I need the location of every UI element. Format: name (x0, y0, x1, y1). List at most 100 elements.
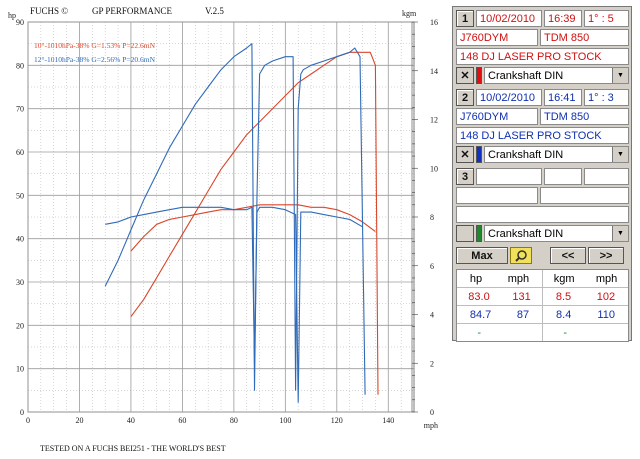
table-row: 84.7 87 8.4 110 (457, 306, 628, 324)
y-tick-label-left: 0 (20, 408, 24, 417)
y-tick-label-right: 14 (430, 67, 438, 76)
y-axis-label-left: hp (8, 11, 16, 20)
y-tick-label-right: 4 (430, 311, 434, 320)
run1-correction-select[interactable]: Crankshaft DIN ▼ (484, 67, 629, 84)
y-axis-label-right: kgm (402, 9, 417, 18)
next-button[interactable]: >> (588, 247, 624, 264)
y-tick-label-left: 10 (16, 365, 24, 374)
control-row: Max << >> (456, 247, 629, 264)
results-table: hp mph kgm mph 83.0 131 8.5 102 84.7 87 (456, 269, 629, 342)
legend-entry: 12°-1010hPa-38% G=2.56% P=20.6mN (34, 55, 156, 64)
run2-label: 148 DJ LASER PRO STOCK (456, 127, 629, 144)
run3-label-row (456, 206, 629, 223)
run3-correction-row: Crankshaft DIN ▼ (456, 225, 629, 242)
y-tick-label-left: 40 (16, 235, 24, 244)
y-tick-label-left: 50 (16, 191, 24, 200)
x-tick-label: 120 (331, 416, 343, 425)
x-tick-label: 0 (26, 416, 30, 425)
x-tick-label: 100 (279, 416, 291, 425)
run2-correction-select[interactable]: Crankshaft DIN ▼ (484, 146, 629, 163)
x-tick-label: 20 (75, 416, 83, 425)
run1-advance: 1° : 5 (584, 10, 629, 27)
chevron-down-icon[interactable]: ▼ (612, 68, 628, 83)
run2-close-button[interactable]: ✕ (456, 146, 474, 163)
max-torque-speed: 110 (597, 308, 615, 321)
y-tick-label-left: 20 (16, 321, 24, 330)
max-power-speed: 131 (512, 290, 531, 303)
max-button[interactable]: Max (456, 247, 508, 264)
previous-button[interactable]: << (550, 247, 586, 264)
table-cell: 8.4 110 (543, 306, 628, 323)
table-row: 83.0 131 8.5 102 (457, 288, 628, 306)
series-line-run2-power (104, 43, 366, 395)
run2-color-swatch[interactable] (476, 146, 482, 163)
power-header-cell: hp mph (457, 270, 543, 287)
run3-model (540, 187, 629, 204)
max-power-speed: 87 (516, 308, 530, 321)
max-torque-speed: 102 (596, 290, 616, 303)
table-cell: - (543, 324, 628, 341)
x-tick-label: 40 (127, 416, 135, 425)
run1-time: 16:39 (544, 10, 582, 27)
max-torque-value: 8.4 (556, 308, 572, 321)
run1-vehicle: J760DYM TDM 850 (456, 29, 629, 46)
zoom-button[interactable] (510, 247, 532, 264)
max-torque-value: - (563, 326, 567, 339)
y-tick-label-right: 6 (430, 262, 434, 271)
x-axis-label: mph (424, 421, 438, 430)
run2-select-button[interactable]: 2 (456, 89, 474, 106)
footer-text: TESTED ON A FUCHS BEI251 - THE WORLD'S B… (40, 444, 226, 453)
x-tick-label: 60 (178, 416, 186, 425)
run1-correction-row: ✕ Crankshaft DIN ▼ (456, 67, 629, 84)
run1-close-button[interactable]: ✕ (456, 67, 474, 84)
table-cell: 8.5 102 (543, 288, 628, 305)
table-header: hp mph kgm mph (457, 270, 628, 288)
run1-select-button[interactable]: 1 (456, 10, 474, 27)
column-header: hp (469, 272, 483, 285)
run2-header: 2 10/02/2010 16:41 1° : 3 (456, 89, 629, 106)
run1-color-swatch[interactable] (476, 67, 482, 84)
run3-correction-select[interactable]: Crankshaft DIN ▼ (484, 225, 629, 242)
run2-correction-value: Crankshaft DIN (488, 148, 564, 161)
run2-date: 10/02/2010 (476, 89, 542, 106)
report-title: GP PERFORMANCE (92, 6, 172, 16)
run1-header: 1 10/02/2010 16:39 1° : 5 (456, 10, 629, 27)
y-tick-label-right: 16 (430, 18, 438, 27)
y-tick-label-left: 70 (16, 105, 24, 114)
version-label: V.2.5 (205, 6, 224, 16)
series-group (104, 43, 379, 403)
table-cell: 84.7 87 (457, 306, 543, 323)
chevron-down-icon[interactable]: ▼ (612, 226, 628, 241)
run3-select-button[interactable]: 3 (456, 168, 474, 185)
run3-vehicle (456, 187, 629, 204)
run2-advance: 1° : 3 (584, 89, 629, 106)
run1-date: 10/02/2010 (476, 10, 542, 27)
table-cell: - (457, 324, 543, 341)
y-tick-label-left: 60 (16, 148, 24, 157)
table-cell: 83.0 131 (457, 288, 543, 305)
magnifier-icon (515, 249, 527, 262)
run3-color-swatch[interactable] (476, 225, 482, 242)
max-torque-value: 8.5 (555, 290, 572, 303)
table-row: - - (457, 324, 628, 341)
run3-close-button[interactable] (456, 225, 474, 242)
run3-plate (456, 187, 538, 204)
torque-header-cell: kgm mph (543, 270, 628, 287)
chevron-down-icon[interactable]: ▼ (612, 147, 628, 162)
run3-advance (584, 168, 629, 185)
run3-date (476, 168, 542, 185)
y-tick-label-right: 0 (430, 408, 434, 417)
run3-time (544, 168, 582, 185)
run1-label-row: 148 DJ LASER PRO STOCK (456, 48, 629, 65)
y-tick-label-left: 80 (16, 61, 24, 70)
column-header: kgm (553, 272, 575, 285)
y-tick-label-right: 10 (430, 164, 438, 173)
run2-plate: J760DYM (456, 108, 538, 125)
run-panel: 1 10/02/2010 16:39 1° : 5 J760DYM TDM 85… (452, 6, 632, 342)
run2-vehicle: J760DYM TDM 850 (456, 108, 629, 125)
y-tick-label-right: 12 (430, 116, 438, 125)
x-tick-label: 140 (382, 416, 394, 425)
run2-correction-row: ✕ Crankshaft DIN ▼ (456, 146, 629, 163)
